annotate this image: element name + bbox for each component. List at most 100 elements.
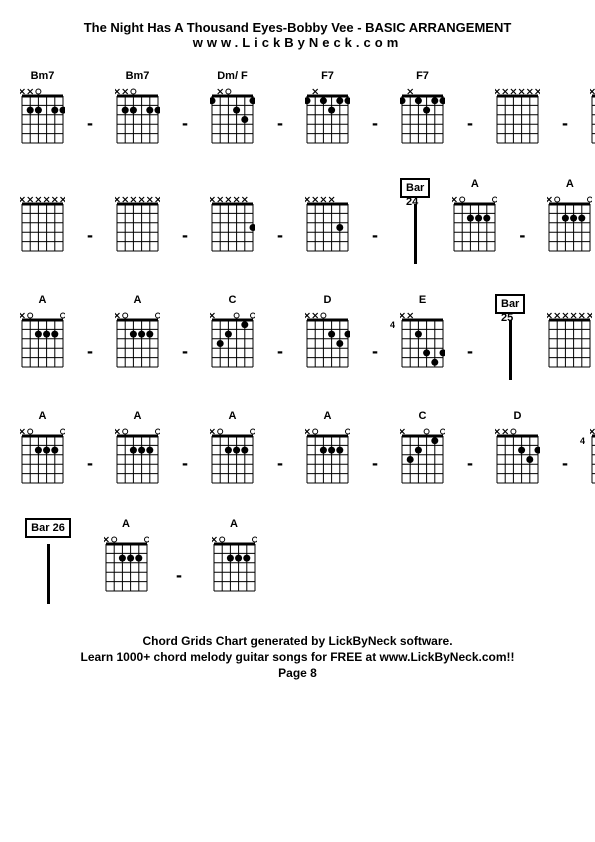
fretboard-grid: [104, 536, 149, 596]
chord-name: F7: [321, 70, 334, 84]
fretboard-grid: [20, 196, 65, 256]
fretboard-grid: [210, 196, 255, 256]
separator-dash: -: [182, 341, 188, 362]
fretboard-grid: [495, 88, 540, 148]
chord-diagram: [115, 178, 160, 264]
chord-name: A: [566, 178, 574, 192]
separator-dash: -: [277, 225, 283, 246]
fretboard-grid: [305, 196, 350, 256]
chord-diagram: A: [210, 410, 255, 488]
fretboard-grid: [305, 428, 350, 488]
fretboard-grid: [495, 428, 540, 488]
fretboard-grid: [305, 312, 350, 372]
separator-dash: -: [87, 113, 93, 134]
chord-diagram: D: [495, 410, 540, 488]
separator-dash: -: [372, 453, 378, 474]
fretboard-grid: [20, 88, 65, 148]
separator-dash: -: [87, 225, 93, 246]
separator-dash: -: [467, 453, 473, 474]
bar-line-icon: [509, 320, 512, 380]
fretboard-grid: [115, 428, 160, 488]
chord-name: A: [230, 518, 238, 532]
chord-diagram: A: [206, 518, 262, 604]
fretboard-grid: [400, 428, 445, 488]
chord-diagram: [210, 178, 255, 264]
chord-diagram: E4: [400, 294, 445, 380]
fretboard-grid: [400, 88, 445, 148]
chord-diagram: [547, 294, 592, 380]
fretboard-grid: [452, 196, 497, 256]
separator-dash: -: [519, 225, 525, 246]
chord-name: E: [419, 294, 426, 308]
fretboard-grid: [305, 88, 350, 148]
fretboard-grid: [115, 196, 160, 256]
chord-diagram: F7: [305, 70, 350, 148]
fretboard-grid: [590, 88, 595, 148]
chord-diagram: [495, 70, 540, 148]
chord-diagram: C: [210, 294, 255, 380]
chord-row: A-A-A-A-C-D-E4: [20, 410, 575, 488]
separator-dash: -: [372, 113, 378, 134]
separator-dash: -: [467, 341, 473, 362]
chord-row: Bm7-Bm7-Dm/ F-F7-F7--: [20, 70, 575, 148]
chord-diagram: A: [115, 410, 160, 488]
chord-diagram: A: [20, 294, 65, 380]
chord-diagram: A: [452, 178, 497, 264]
chord-row: Bar 26 A - A: [20, 518, 575, 604]
separator-dash: -: [372, 225, 378, 246]
fretboard-grid: 4: [400, 312, 445, 372]
chord-diagram: E4: [590, 410, 595, 488]
chord-name: Bm7: [126, 70, 150, 84]
fretboard-grid: [210, 428, 255, 488]
chord-diagram: [590, 70, 595, 148]
separator-dash: -: [562, 453, 568, 474]
chord-diagram: D: [305, 294, 350, 380]
separator-dash: -: [87, 453, 93, 474]
separator-dash: -: [372, 341, 378, 362]
fretboard-grid: [212, 536, 257, 596]
separator-dash: -: [182, 225, 188, 246]
separator-dash: -: [182, 113, 188, 134]
fret-position: 4: [390, 320, 395, 330]
chord-name: Bm7: [31, 70, 55, 84]
chord-diagram: A: [547, 178, 592, 264]
footer-line: Learn 1000+ chord melody guitar songs fo…: [20, 650, 575, 664]
bar-line-icon: [414, 204, 417, 264]
fretboard-grid: [115, 312, 160, 372]
chord-row: A-A-C-D-E4-Bar 25-: [20, 294, 575, 380]
fretboard-grid: [210, 312, 255, 372]
fretboard-grid: [210, 88, 255, 148]
chord-diagram: A: [115, 294, 160, 380]
bar-marker: Bar 25: [495, 294, 525, 380]
chord-diagram: [20, 178, 65, 264]
separator-dash: -: [562, 113, 568, 134]
separator-dash: -: [176, 565, 184, 586]
bar-label: Bar 25: [495, 294, 525, 314]
chord-name: C: [419, 410, 427, 424]
fret-position: 4: [580, 436, 585, 446]
separator-dash: -: [277, 341, 283, 362]
chord-name: C: [229, 294, 237, 308]
chord-name: A: [134, 410, 142, 424]
chord-name: Dm/ F: [217, 70, 248, 84]
header: The Night Has A Thousand Eyes-Bobby Vee …: [20, 20, 575, 50]
fretboard-grid: [20, 312, 65, 372]
fretboard-grid: [115, 88, 160, 148]
separator-dash: -: [182, 453, 188, 474]
bar-marker: Bar 26: [20, 518, 76, 604]
chord-row: ----Bar 24A-A-A: [20, 178, 575, 264]
footer-line: Chord Grids Chart generated by LickByNec…: [20, 634, 575, 648]
chord-name: A: [229, 410, 237, 424]
chord-diagram: A: [98, 518, 154, 604]
page-title: The Night Has A Thousand Eyes-Bobby Vee …: [20, 20, 575, 35]
chord-diagram: Dm/ F: [210, 70, 255, 148]
separator-dash: -: [277, 453, 283, 474]
chord-name: A: [134, 294, 142, 308]
page-subtitle: www.LickByNeck.com: [20, 35, 575, 50]
footer-line: Page 8: [20, 666, 575, 680]
bar-line-icon: [47, 544, 50, 604]
chord-diagram: Bm7: [115, 70, 160, 148]
chord-name: A: [39, 410, 47, 424]
fretboard-grid: [547, 312, 592, 372]
chord-name: A: [471, 178, 479, 192]
